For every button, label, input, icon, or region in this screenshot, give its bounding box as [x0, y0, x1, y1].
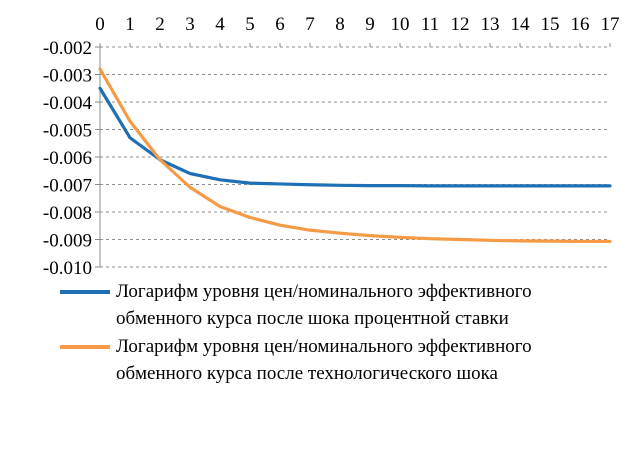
- y-tick-label: -0.010: [43, 258, 92, 279]
- x-tick-label: 6: [275, 14, 285, 35]
- line-chart: 0 1 2 3 4 5 6 7 8 9 10 11 12 13 14 15 16 17 -0.002-0.003-…: [43, 14, 620, 279]
- legend-item-series-1: Логарифм уровня цен/номинального эффекти…: [60, 278, 620, 332]
- legend-label-series-1: Логарифм уровня цен/номинального эффекти…: [116, 281, 532, 329]
- x-tick-label: 10: [391, 14, 410, 35]
- y-tick-label: -0.007: [43, 176, 92, 197]
- x-tick-label: 9: [365, 14, 375, 35]
- legend-swatch-series-2: [60, 345, 110, 349]
- y-tick-label: -0.009: [43, 231, 92, 252]
- y-axis-tick-labels: -0.002 -0.003 -0.004 -0.005 -0.006 -0.007 -0.0…: [43, 38, 93, 279]
- series-lines: [98, 67, 612, 244]
- y-tick-label: -0.005: [43, 121, 92, 142]
- axes: [95, 43, 611, 268]
- gridlines: [100, 46, 610, 268]
- x-tick-label: 17: [601, 14, 620, 35]
- legend-swatch-series-1: [60, 290, 110, 294]
- x-tick-label: 1: [125, 14, 135, 35]
- y-tick-label: -0.004: [43, 93, 93, 114]
- y-tick-label: -0.008: [43, 203, 92, 224]
- x-tick-label: 2: [155, 14, 165, 35]
- x-tick-label: 7: [305, 14, 315, 35]
- x-tick-label: 3: [185, 14, 195, 35]
- x-tick-label: 15: [541, 14, 560, 35]
- legend-label-series-2: Логарифм уровня цен/номинального эффекти…: [116, 336, 532, 384]
- x-tick-label: 14: [511, 14, 531, 35]
- series-line-1: [98, 86, 612, 188]
- legend-item-series-2: Логарифм уровня цен/номинального эффекти…: [60, 333, 620, 387]
- series-line-2: [98, 67, 612, 244]
- x-tick-label: 16: [571, 14, 590, 35]
- x-tick-label: 13: [481, 14, 500, 35]
- y-tick-label: -0.002: [43, 38, 92, 59]
- x-tick-label: 12: [451, 14, 470, 35]
- x-axis-tick-labels: 0 1 2 3 4 5 6 7 8 9 10 11 12 13 14 15 16 17: [95, 14, 619, 35]
- legend: Логарифм уровня цен/номинального эффекти…: [60, 278, 620, 388]
- y-tick-label: -0.003: [43, 66, 92, 87]
- x-tick-label: 4: [215, 14, 225, 35]
- x-tick-label: 8: [335, 14, 345, 35]
- x-tick-label: 0: [95, 14, 105, 35]
- y-tick-label: -0.006: [43, 148, 92, 169]
- x-tick-label: 11: [421, 14, 439, 35]
- x-tick-label: 5: [245, 14, 255, 35]
